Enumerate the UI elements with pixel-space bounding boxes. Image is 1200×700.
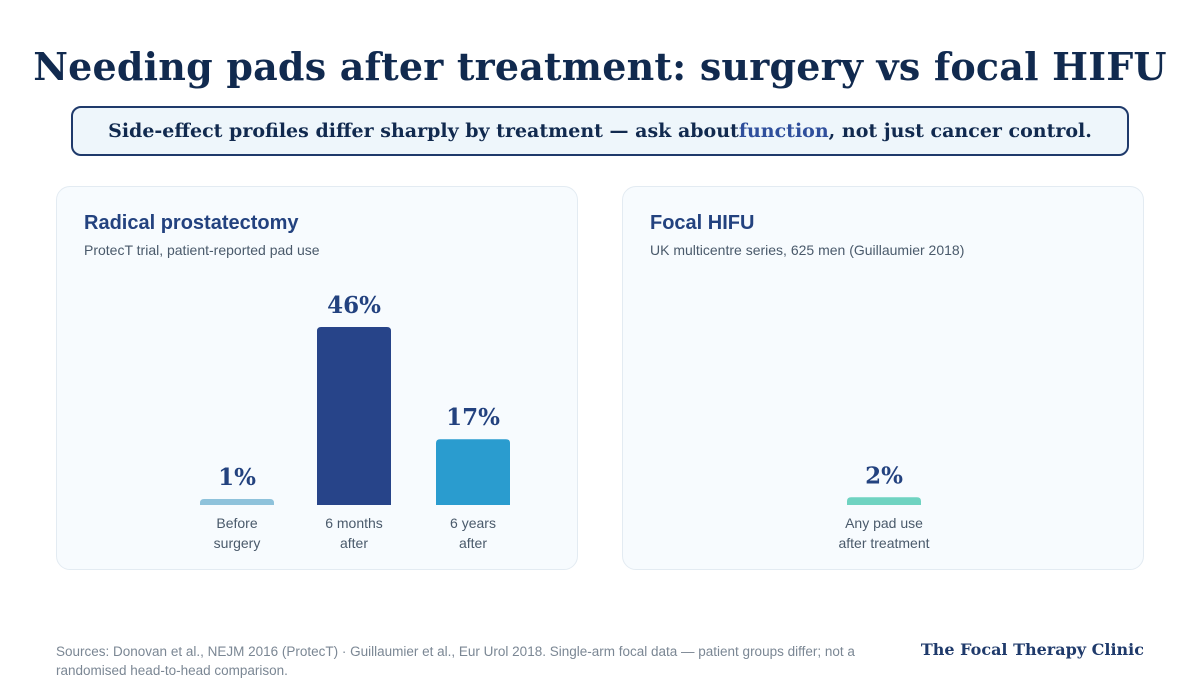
panel-focal-hifu: Focal HIFU UK multicentre series, 625 me…	[622, 186, 1144, 570]
hifu-bar-chart: 2% Any pad use after treatment	[838, 462, 929, 551]
panel-radical-prostatectomy: Radical prostatectomy ProtecT trial, pat…	[56, 186, 578, 570]
bar	[436, 439, 510, 505]
prostatectomy-bar-chart: 1% Before surgery 46% 6 months after 17% 6 year…	[200, 292, 510, 551]
value-label: 46%	[327, 292, 381, 319]
category-label: 6 months	[325, 515, 383, 531]
panel-subtitle: UK multicentre series, 625 men (Guillaum…	[650, 242, 965, 258]
value-label: 17%	[446, 404, 500, 431]
bar	[200, 499, 274, 505]
value-label: 2%	[865, 462, 903, 489]
bar-group: 17% 6 years after	[436, 404, 510, 551]
category-label: after treatment	[838, 535, 929, 551]
category-label: after	[459, 535, 487, 551]
callout-text-after: , not just cancer control.	[828, 120, 1092, 142]
category-label: Any pad use	[845, 515, 923, 531]
category-label: 6 years	[450, 515, 496, 531]
brand-name: The Focal Therapy Clinic	[920, 640, 1144, 659]
page-title: Needing pads after treatment: surgery vs…	[33, 44, 1167, 89]
category-label: surgery	[214, 535, 261, 551]
bar-group: 46% 6 months after	[317, 292, 391, 551]
bar	[317, 327, 391, 505]
category-label: after	[340, 535, 368, 551]
value-label: 1%	[218, 464, 256, 491]
callout-highlight: function	[738, 120, 829, 142]
sources-note: Sources: Donovan et al., NEJM 2016 (Prot…	[56, 644, 855, 678]
category-label: Before	[216, 515, 257, 531]
bar	[847, 497, 921, 505]
key-message-callout: Side-effect profiles differ sharply by t…	[71, 106, 1129, 156]
panel-subtitle: ProtecT trial, patient-reported pad use	[84, 242, 320, 258]
bar-group: 2% Any pad use after treatment	[838, 462, 929, 551]
panel-title: Focal HIFU	[650, 212, 755, 234]
panel-title: Radical prostatectomy	[84, 212, 299, 234]
bar-group: 1% Before surgery	[200, 464, 274, 551]
callout-text-before: Side-effect profiles differ sharply by t…	[108, 120, 739, 142]
